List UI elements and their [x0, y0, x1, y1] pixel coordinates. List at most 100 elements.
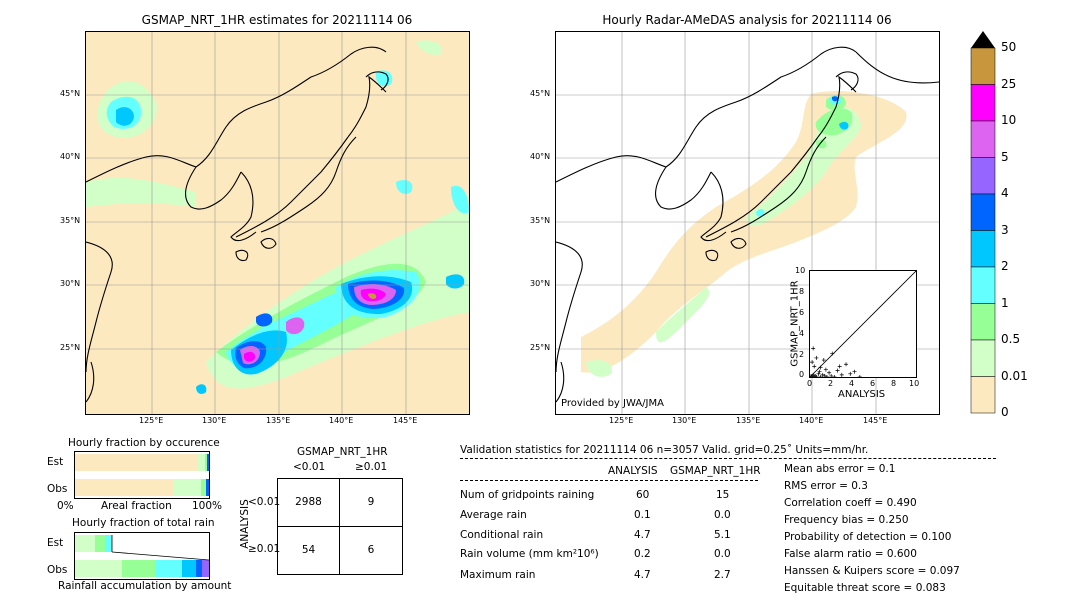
validation-row-analysis: 4.7 — [634, 529, 651, 541]
validation-row-analysis: 4.7 — [634, 569, 651, 581]
scatter-point — [821, 358, 826, 363]
left-lon-tick-130: 130°E — [202, 416, 227, 425]
scatter-point — [857, 375, 862, 379]
scatter-point — [829, 373, 834, 378]
right-lon-tick-125: 125°E — [609, 416, 634, 425]
left-lon-tick-140: 140°E — [329, 416, 354, 425]
scatter-xtick-6: 6 — [870, 379, 876, 388]
colorbar-segment — [970, 84, 996, 122]
occurrence-row-obs: Obs — [47, 483, 68, 495]
contingency-cell-c: 54 — [301, 544, 316, 556]
total-rain-chart — [74, 532, 210, 580]
contingency-col-ge: ≥0.01 — [355, 461, 388, 473]
validation-row-gsmap: 2.7 — [714, 569, 731, 581]
validation-row-gsmap: 5.1 — [714, 529, 731, 541]
scatter-point — [848, 371, 853, 376]
validation-row-gsmap: 15 — [716, 489, 730, 501]
right-lat-tick-25: 25°N — [530, 343, 551, 352]
validation-row-gsmap: 0.0 — [714, 509, 731, 521]
left-lat-tick-45: 45°N — [60, 89, 81, 98]
scatter-point — [835, 368, 840, 373]
colorbar-segment — [970, 303, 996, 341]
left-coastlines — [86, 46, 389, 403]
score-frequency-bias: Frequency bias = 0.250 — [784, 514, 909, 526]
colorbar-segment — [970, 266, 996, 304]
colorbar — [970, 31, 996, 414]
validation-header-rule — [460, 458, 996, 459]
scatter-point — [820, 372, 825, 377]
colorbar-segment — [970, 230, 996, 268]
total-rain-bar-est — [75, 535, 112, 552]
score-pod: Probability of detection = 0.100 — [784, 531, 952, 543]
right-lat-tick-35: 35°N — [530, 216, 551, 225]
total-rain-row-obs: Obs — [47, 564, 68, 576]
scatter-point — [818, 365, 823, 370]
contingency-row-ge: ≥0.01 — [248, 543, 281, 555]
left-lat-tick-25: 25°N — [60, 343, 81, 352]
right-lon-tick-145: 145°E — [863, 416, 888, 425]
validation-row-analysis: 0.1 — [634, 509, 651, 521]
right-rain-field — [581, 91, 907, 377]
colorbar-segment — [970, 157, 996, 195]
colorbar-label: 50 — [1001, 40, 1017, 54]
right-lon-tick-140: 140°E — [799, 416, 824, 425]
validation-row-analysis: 60 — [636, 489, 650, 501]
right-lat-tick-30: 30°N — [530, 279, 551, 288]
scatter-point — [811, 346, 816, 351]
validation-row-label: Num of gridpoints raining — [460, 489, 595, 501]
validation-row-analysis: 0.2 — [634, 548, 651, 560]
scatter-inset — [809, 270, 917, 379]
provided-by-label: Provided by JWA/JMA — [561, 398, 664, 409]
colorbar-segment — [970, 47, 996, 85]
validation-row-label: Maximum rain — [460, 569, 536, 581]
total-rain-bar-obs — [75, 560, 209, 577]
left-lat-tick-35: 35°N — [60, 216, 81, 225]
left-lon-tick-135: 135°E — [266, 416, 291, 425]
colorbar-label: 0.01 — [1001, 368, 1028, 383]
total-rain-row-est: Est — [47, 537, 64, 549]
contingency-title: GSMAP_NRT_1HR — [297, 446, 388, 458]
occurrence-bar-obs — [75, 479, 209, 496]
scatter-xtick-10: 10 — [909, 379, 920, 388]
scatter-point — [810, 360, 815, 365]
left-lon-tick-125: 125°E — [139, 416, 164, 425]
occurrence-axis-right: 100% — [192, 500, 223, 512]
score-hk: Hanssen & Kuipers score = 0.097 — [784, 565, 960, 577]
score-mae: Mean abs error = 0.1 — [784, 463, 896, 475]
contingency-cell-b: 9 — [367, 496, 375, 508]
right-lon-tick-130: 130°E — [672, 416, 697, 425]
scatter-point — [823, 367, 828, 372]
colorbar-label: 5 — [1001, 149, 1009, 164]
occurrence-axis-left: 0% — [57, 500, 74, 512]
scatter-point — [844, 362, 849, 367]
colorbar-label: 0.5 — [1001, 332, 1021, 346]
left-map-title: GSMAP_NRT_1HR estimates for 20211114 06 — [141, 13, 413, 27]
scatter-xtick-2: 2 — [828, 379, 834, 388]
left-map-svg — [86, 32, 469, 414]
contingency-col-lt: <0.01 — [293, 461, 326, 473]
validation-col-analysis: ANALYSIS — [608, 465, 658, 477]
scatter-xlabel: ANALYSIS — [838, 389, 886, 400]
validation-row-label: Conditional rain — [460, 529, 544, 541]
right-lon-tick-135: 135°E — [736, 416, 761, 425]
scatter-point — [814, 355, 819, 360]
colorbar-label: 0 — [1001, 405, 1009, 419]
colorbar-label: 4 — [1001, 186, 1009, 200]
scatter-point — [830, 351, 835, 356]
scatter-diagonal — [809, 270, 917, 378]
scatter-xtick-4: 4 — [849, 379, 855, 388]
contingency-cell-a: 2988 — [295, 496, 322, 508]
colorbar-label: 25 — [1001, 76, 1017, 91]
colorbar-label: 3 — [1001, 222, 1009, 237]
validation-header: Validation statistics for 20211114 06 n=… — [460, 444, 869, 456]
left-map — [85, 31, 470, 415]
score-ets: Equitable threat score = 0.083 — [784, 582, 946, 594]
left-lon-tick-145: 145°E — [393, 416, 418, 425]
scatter-point — [827, 370, 832, 375]
colorbar-label: 2 — [1001, 259, 1009, 273]
colorbar-label: 1 — [1001, 295, 1009, 310]
scatter-xtick-0: 0 — [807, 379, 813, 388]
validation-col-gsmap: GSMAP_NRT_1HR — [670, 465, 761, 477]
occurrence-axis-mid: Areal fraction — [101, 500, 172, 512]
validation-row-gsmap: 0.0 — [714, 548, 731, 560]
